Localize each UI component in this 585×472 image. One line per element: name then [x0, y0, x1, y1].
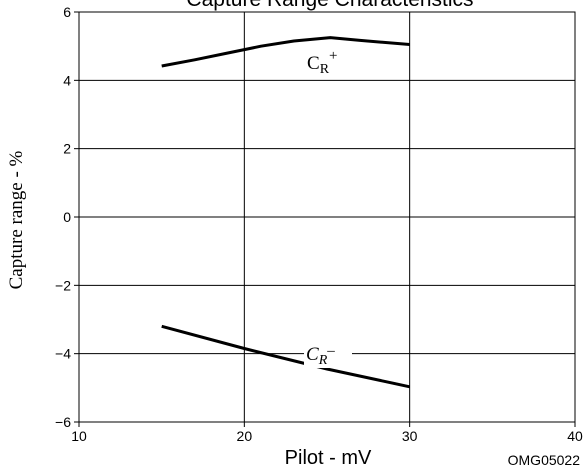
- series-label-cr-minus-main: C: [306, 344, 319, 365]
- series-label-cr-minus-sub: R: [318, 353, 328, 368]
- series-label-cr-plus-sup: +: [329, 48, 337, 64]
- chart-title: Capture Range Characteristics: [186, 0, 473, 11]
- y-tick-label: −4: [55, 346, 71, 362]
- x-tick-label: 40: [567, 428, 583, 444]
- x-tick-label: 30: [402, 428, 418, 444]
- y-tick-label: 6: [63, 4, 71, 20]
- y-tick-label: 4: [63, 72, 71, 88]
- x-tick-label: 20: [237, 428, 253, 444]
- series-label-cr-minus: CR–: [304, 342, 352, 368]
- y-tick-label: −2: [55, 277, 71, 293]
- series-label-cr-minus-bg: [304, 342, 352, 368]
- series-label-cr-minus-sup: –: [326, 343, 335, 359]
- y-axis-label: Capture range - %: [6, 150, 27, 289]
- figure-code: OMG05022: [508, 452, 581, 468]
- x-tick-label: 10: [71, 428, 87, 444]
- series-label-cr-plus-sub: R: [320, 62, 330, 77]
- y-tick-label: 2: [63, 141, 71, 157]
- series-layer: [161, 36, 411, 389]
- svg-text:CR–: CR–: [306, 343, 335, 368]
- x-axis-label: Pilot - mV: [285, 447, 372, 469]
- series-line-cr-plus: [161, 36, 410, 68]
- series-label-cr-plus-main: C: [307, 53, 320, 74]
- series-label-cr-plus: CR+: [307, 48, 338, 77]
- svg-text:CR+: CR+: [307, 48, 338, 77]
- y-tick-label: −6: [55, 414, 71, 430]
- grid: [74, 11, 576, 427]
- series-line-cr-minus: [161, 324, 411, 389]
- y-tick-label: 0: [63, 209, 71, 225]
